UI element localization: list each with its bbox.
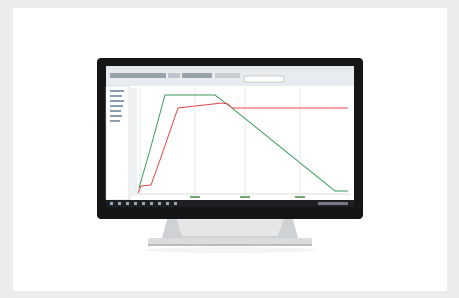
axis-marker <box>190 196 200 198</box>
chart-axis-strip <box>131 88 137 196</box>
panel-item <box>110 105 123 107</box>
taskbar <box>106 200 354 207</box>
panel-item <box>110 90 124 92</box>
taskbar-icon <box>110 202 113 205</box>
toolbar-field <box>168 73 180 78</box>
toolbar-buttons <box>182 73 212 78</box>
taskbar-icon <box>142 202 145 205</box>
toolbar-buttons <box>110 73 166 78</box>
app-toolbar <box>106 66 354 86</box>
taskbar-icon <box>118 202 121 205</box>
chart-background <box>131 86 354 200</box>
axis-marker <box>295 196 305 198</box>
taskbar-icon <box>166 202 169 205</box>
screen-chart <box>131 86 354 200</box>
side-panel <box>106 86 129 200</box>
taskbar-icon <box>158 202 161 205</box>
stand-base-edge <box>148 244 312 246</box>
photo <box>0 0 459 298</box>
panel-item <box>110 110 121 112</box>
stand-reflection <box>145 247 315 253</box>
panel-item <box>110 115 122 117</box>
taskbar-icon <box>134 202 137 205</box>
page: (() => { const data = JSON.parse(documen… <box>0 0 459 298</box>
axis-marker <box>240 196 250 198</box>
stand-highlight <box>176 218 284 236</box>
taskbar-icon <box>150 202 153 205</box>
toolbar-field <box>215 73 240 78</box>
toolbar-inputs <box>244 76 284 82</box>
side-panel-background <box>106 86 129 200</box>
taskbar-icon <box>126 202 129 205</box>
taskbar-icon <box>174 202 177 205</box>
panel-item <box>110 95 122 97</box>
taskbar-tray <box>318 202 348 205</box>
title-bar <box>106 66 354 70</box>
panel-item <box>110 120 120 122</box>
panel-item <box>110 100 124 102</box>
